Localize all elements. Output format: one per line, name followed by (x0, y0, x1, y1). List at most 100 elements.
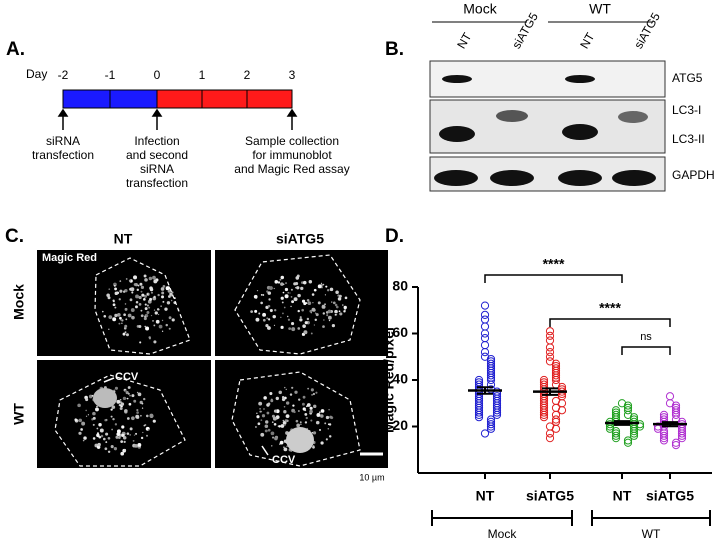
speckle (78, 418, 83, 423)
speckle (301, 299, 306, 303)
data-point (611, 431, 621, 440)
speckle (311, 293, 315, 296)
speckle (135, 301, 139, 304)
speckle (279, 440, 284, 445)
speckle (287, 318, 291, 321)
speckle (141, 293, 145, 297)
speckle (327, 423, 330, 426)
group-label: WT (642, 527, 661, 541)
day-label: -1 (105, 68, 116, 82)
speckle (323, 319, 325, 321)
speckle (258, 312, 261, 315)
lane-label: siATG5 (509, 10, 541, 51)
annotation: CCV (115, 371, 139, 383)
speckle (83, 436, 87, 440)
speckle (308, 280, 313, 284)
speckle (113, 284, 116, 287)
row-label: LC3-I (672, 103, 701, 117)
speckle (320, 414, 324, 418)
speckle (302, 280, 307, 285)
speckle (126, 417, 130, 420)
speckle (295, 276, 300, 280)
speckle (125, 309, 127, 312)
speckle (104, 447, 108, 451)
data-point (629, 429, 639, 438)
speckle (131, 291, 134, 294)
speckle (280, 424, 285, 428)
lane-label: NT (577, 30, 597, 51)
speckle (287, 291, 289, 294)
speckle (271, 421, 274, 423)
speckle (334, 314, 337, 316)
speckle (160, 305, 162, 307)
significance-label: **** (543, 256, 565, 272)
speckle (343, 305, 347, 310)
speckle (321, 304, 326, 309)
speckle (140, 314, 144, 318)
speckle (96, 427, 99, 430)
speckle (282, 312, 284, 315)
speckle (135, 305, 138, 309)
speckle (126, 397, 129, 400)
speckle (136, 411, 139, 414)
event-label: Sample collection (245, 134, 339, 148)
speckle (318, 411, 321, 414)
y-tick-label: 80 (392, 278, 408, 294)
speckle (153, 324, 156, 327)
speckle (129, 298, 133, 302)
speckle (268, 298, 271, 301)
speckle (283, 423, 286, 427)
speckle (311, 307, 316, 312)
speckle (157, 313, 160, 316)
speckle (293, 410, 296, 414)
cell-outlines (54, 254, 361, 467)
speckle (338, 294, 342, 298)
speckle (286, 315, 289, 318)
speckle (114, 287, 117, 291)
speckle (146, 304, 149, 307)
row-label: LC3-II (672, 132, 705, 146)
speckle (145, 326, 150, 331)
speckle (134, 444, 138, 448)
data-point (486, 371, 496, 380)
speckle (273, 287, 275, 290)
stain-label: Magic Red (42, 252, 97, 264)
speckle (278, 390, 282, 395)
data-point (545, 336, 555, 345)
speckle (315, 391, 318, 394)
speckle (265, 420, 269, 424)
event-label: transfection (32, 148, 94, 162)
speckle (326, 289, 330, 292)
data-point (480, 329, 490, 338)
error-bar (477, 386, 493, 395)
speckle (270, 399, 274, 403)
speckle (290, 305, 292, 308)
column-label: NT (114, 231, 133, 247)
speckle (295, 419, 299, 423)
speckle (344, 296, 348, 300)
speckle (326, 314, 329, 317)
speckle (299, 421, 302, 424)
speckle (285, 401, 290, 405)
speckle (117, 313, 121, 317)
speckle (146, 311, 150, 314)
speckle (143, 298, 146, 301)
speckle (324, 303, 326, 305)
speckle (127, 313, 132, 318)
speckle (165, 286, 170, 291)
data-point (545, 352, 555, 361)
speckle (279, 278, 282, 281)
speckle (81, 421, 86, 426)
speckle (327, 427, 330, 430)
speckle (148, 276, 153, 281)
speckle (291, 300, 295, 304)
speckle (294, 390, 298, 394)
speckle (296, 286, 300, 290)
speckle (120, 319, 122, 321)
speckle (264, 429, 268, 433)
speckle (282, 419, 285, 422)
data-point (545, 429, 555, 438)
speckle (302, 324, 306, 328)
data-point (551, 375, 561, 385)
data-point (492, 410, 502, 419)
